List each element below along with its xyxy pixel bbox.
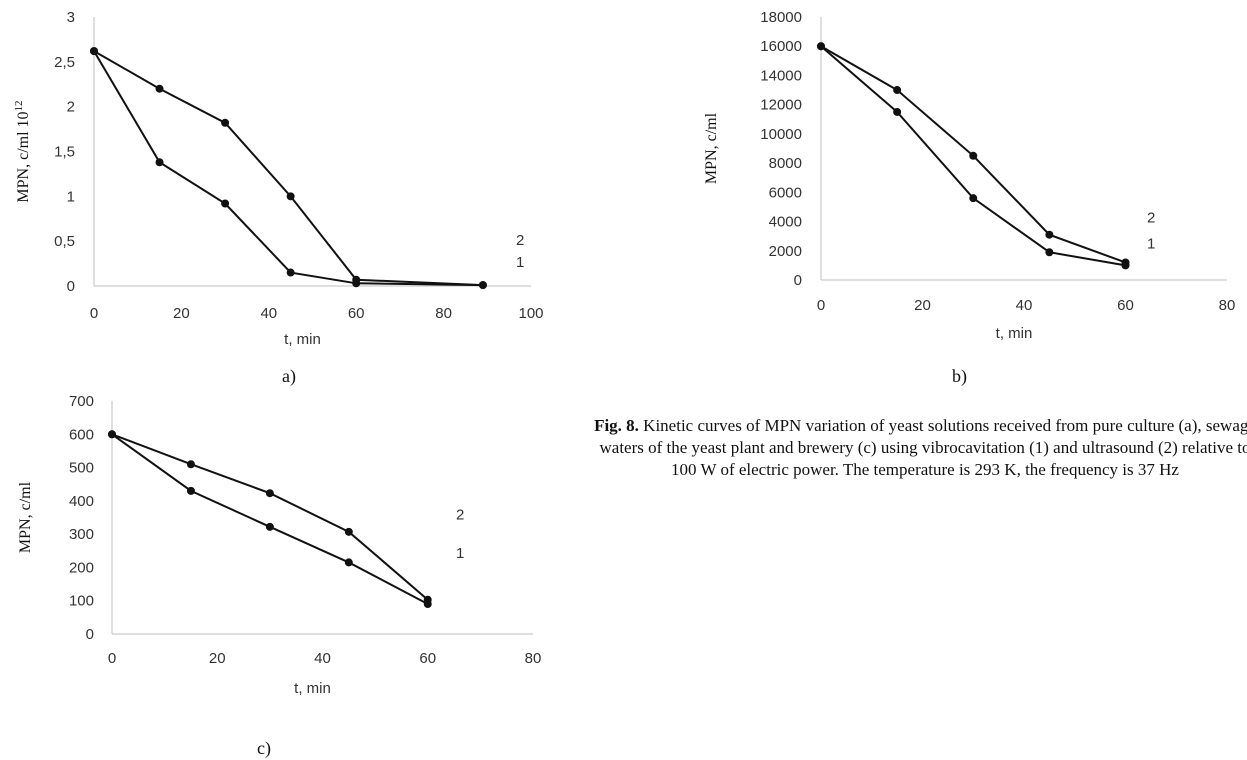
x-axis-title: t, min [294, 680, 331, 697]
y-tick-label: 10000 [760, 126, 802, 143]
y-tick-label: 8000 [769, 155, 802, 172]
x-axis-title: t, min [284, 331, 321, 348]
chart-c: 0 20 40 60 80 0 100 200 300 400 500 600 700 t, min MPN… [17, 393, 542, 697]
y-tick-label: 0,5 [54, 233, 75, 250]
x-tick-label: 40 [260, 305, 277, 322]
series-line-2 [93, 50, 483, 287]
series-label-1: 1 [456, 545, 464, 562]
y-tick-label: 6000 [769, 184, 802, 201]
x-tick-label: 80 [525, 650, 542, 667]
x-tick-label: 20 [914, 297, 931, 314]
x-tick-label: 0 [90, 305, 98, 322]
caption-text: Kinetic curves of MPN variation of yeast… [599, 416, 1247, 479]
data-point-series-2 [969, 151, 978, 160]
data-point-series-2 [1045, 230, 1054, 239]
y-tick-label: 18000 [760, 9, 802, 26]
y-axis-title: MPN, c/ml 1012 [13, 100, 32, 202]
y-tick-label: 2,5 [54, 54, 75, 71]
x-tick-label: 0 [817, 297, 825, 314]
y-axis-title-superscript: 12 [13, 100, 25, 111]
series-line-1 [93, 50, 483, 287]
x-axis-title: t, min [996, 325, 1033, 342]
data-point-series-2 [893, 86, 902, 95]
x-tick-label: 80 [435, 305, 452, 322]
data-point-series-2 [1121, 258, 1130, 267]
data-point-series-2 [286, 192, 295, 201]
data-point-series-2 [186, 460, 195, 469]
series-label-2: 2 [1147, 209, 1155, 226]
caption-bold: Fig. 8. [594, 416, 639, 435]
data-point-series-1 [286, 268, 295, 277]
x-tick-label: 40 [314, 650, 331, 667]
data-point-series-2 [344, 527, 353, 536]
data-point-series-1 [344, 558, 353, 567]
y-tick-label: 1 [67, 188, 75, 205]
y-axis-title: MPN, c/ml [17, 481, 34, 553]
series-label-1: 1 [516, 254, 524, 271]
y-tick-label: 600 [69, 426, 94, 443]
data-point-series-2 [221, 118, 230, 127]
data-point-series-1 [969, 194, 978, 203]
y-tick-label: 400 [69, 493, 94, 510]
data-point-series-1 [265, 522, 274, 531]
y-tick-label: 12000 [760, 97, 802, 114]
data-point-series-1 [1045, 248, 1054, 257]
panel-label-c: c) [257, 738, 271, 758]
data-point-series-2 [423, 595, 432, 604]
series-label-1: 1 [1147, 235, 1155, 252]
y-tick-label: 200 [69, 559, 94, 576]
series-label-2: 2 [456, 507, 464, 524]
data-point-series-1 [155, 158, 164, 167]
chart-a: 0 20 40 60 80 100 0 0,5 1 1,5 2 2,5 3 t, min MPN, c/ml… [13, 9, 544, 348]
y-tick-label: 100 [69, 593, 94, 610]
y-tick-label: 0 [794, 272, 802, 289]
x-tick-label: 60 [419, 650, 436, 667]
y-tick-label: 16000 [760, 38, 802, 55]
panel-label-a: a) [282, 366, 296, 386]
x-tick-label: 40 [1016, 297, 1033, 314]
data-point-series-2 [352, 275, 361, 284]
y-tick-label: 14000 [760, 67, 802, 84]
data-point-series-2 [817, 42, 825, 51]
data-point-series-2 [265, 489, 274, 498]
x-tick-label: 20 [173, 305, 190, 322]
series-label-2: 2 [516, 232, 524, 249]
y-tick-label: 300 [69, 526, 94, 543]
data-point-series-1 [893, 107, 902, 116]
data-point-series-2 [90, 47, 98, 56]
x-tick-label: 20 [209, 650, 226, 667]
y-tick-label: 3 [67, 9, 75, 26]
y-tick-label: 0 [86, 626, 94, 643]
data-point-series-1 [186, 486, 195, 495]
data-point-series-2 [155, 84, 164, 93]
x-tick-label: 60 [348, 305, 365, 322]
data-point-series-1 [221, 199, 230, 208]
series-line-2 [111, 433, 429, 601]
y-axis-title: MPN, c/ml [703, 112, 720, 184]
y-tick-label: 500 [69, 460, 94, 477]
figure-caption: Fig. 8. Kinetic curves of MPN variation … [585, 415, 1247, 481]
series-line-1 [111, 433, 429, 605]
data-point-series-2 [108, 430, 116, 439]
y-tick-label: 700 [69, 393, 94, 410]
y-tick-label: 4000 [769, 214, 802, 231]
panel-label-b: b) [952, 366, 967, 386]
x-tick-label: 60 [1117, 297, 1134, 314]
chart-b: 0 20 40 60 80 0 2000 4000 6000 8000 10000 12000 1400… [703, 9, 1236, 342]
data-point-series-2 [478, 281, 487, 290]
x-tick-label: 80 [1219, 297, 1236, 314]
y-tick-label: 0 [67, 278, 75, 295]
y-tick-label: 2000 [769, 243, 802, 260]
x-tick-label: 0 [108, 650, 116, 667]
x-tick-label: 100 [518, 305, 543, 322]
y-tick-label: 2 [67, 99, 75, 116]
y-tick-label: 1,5 [54, 144, 75, 161]
